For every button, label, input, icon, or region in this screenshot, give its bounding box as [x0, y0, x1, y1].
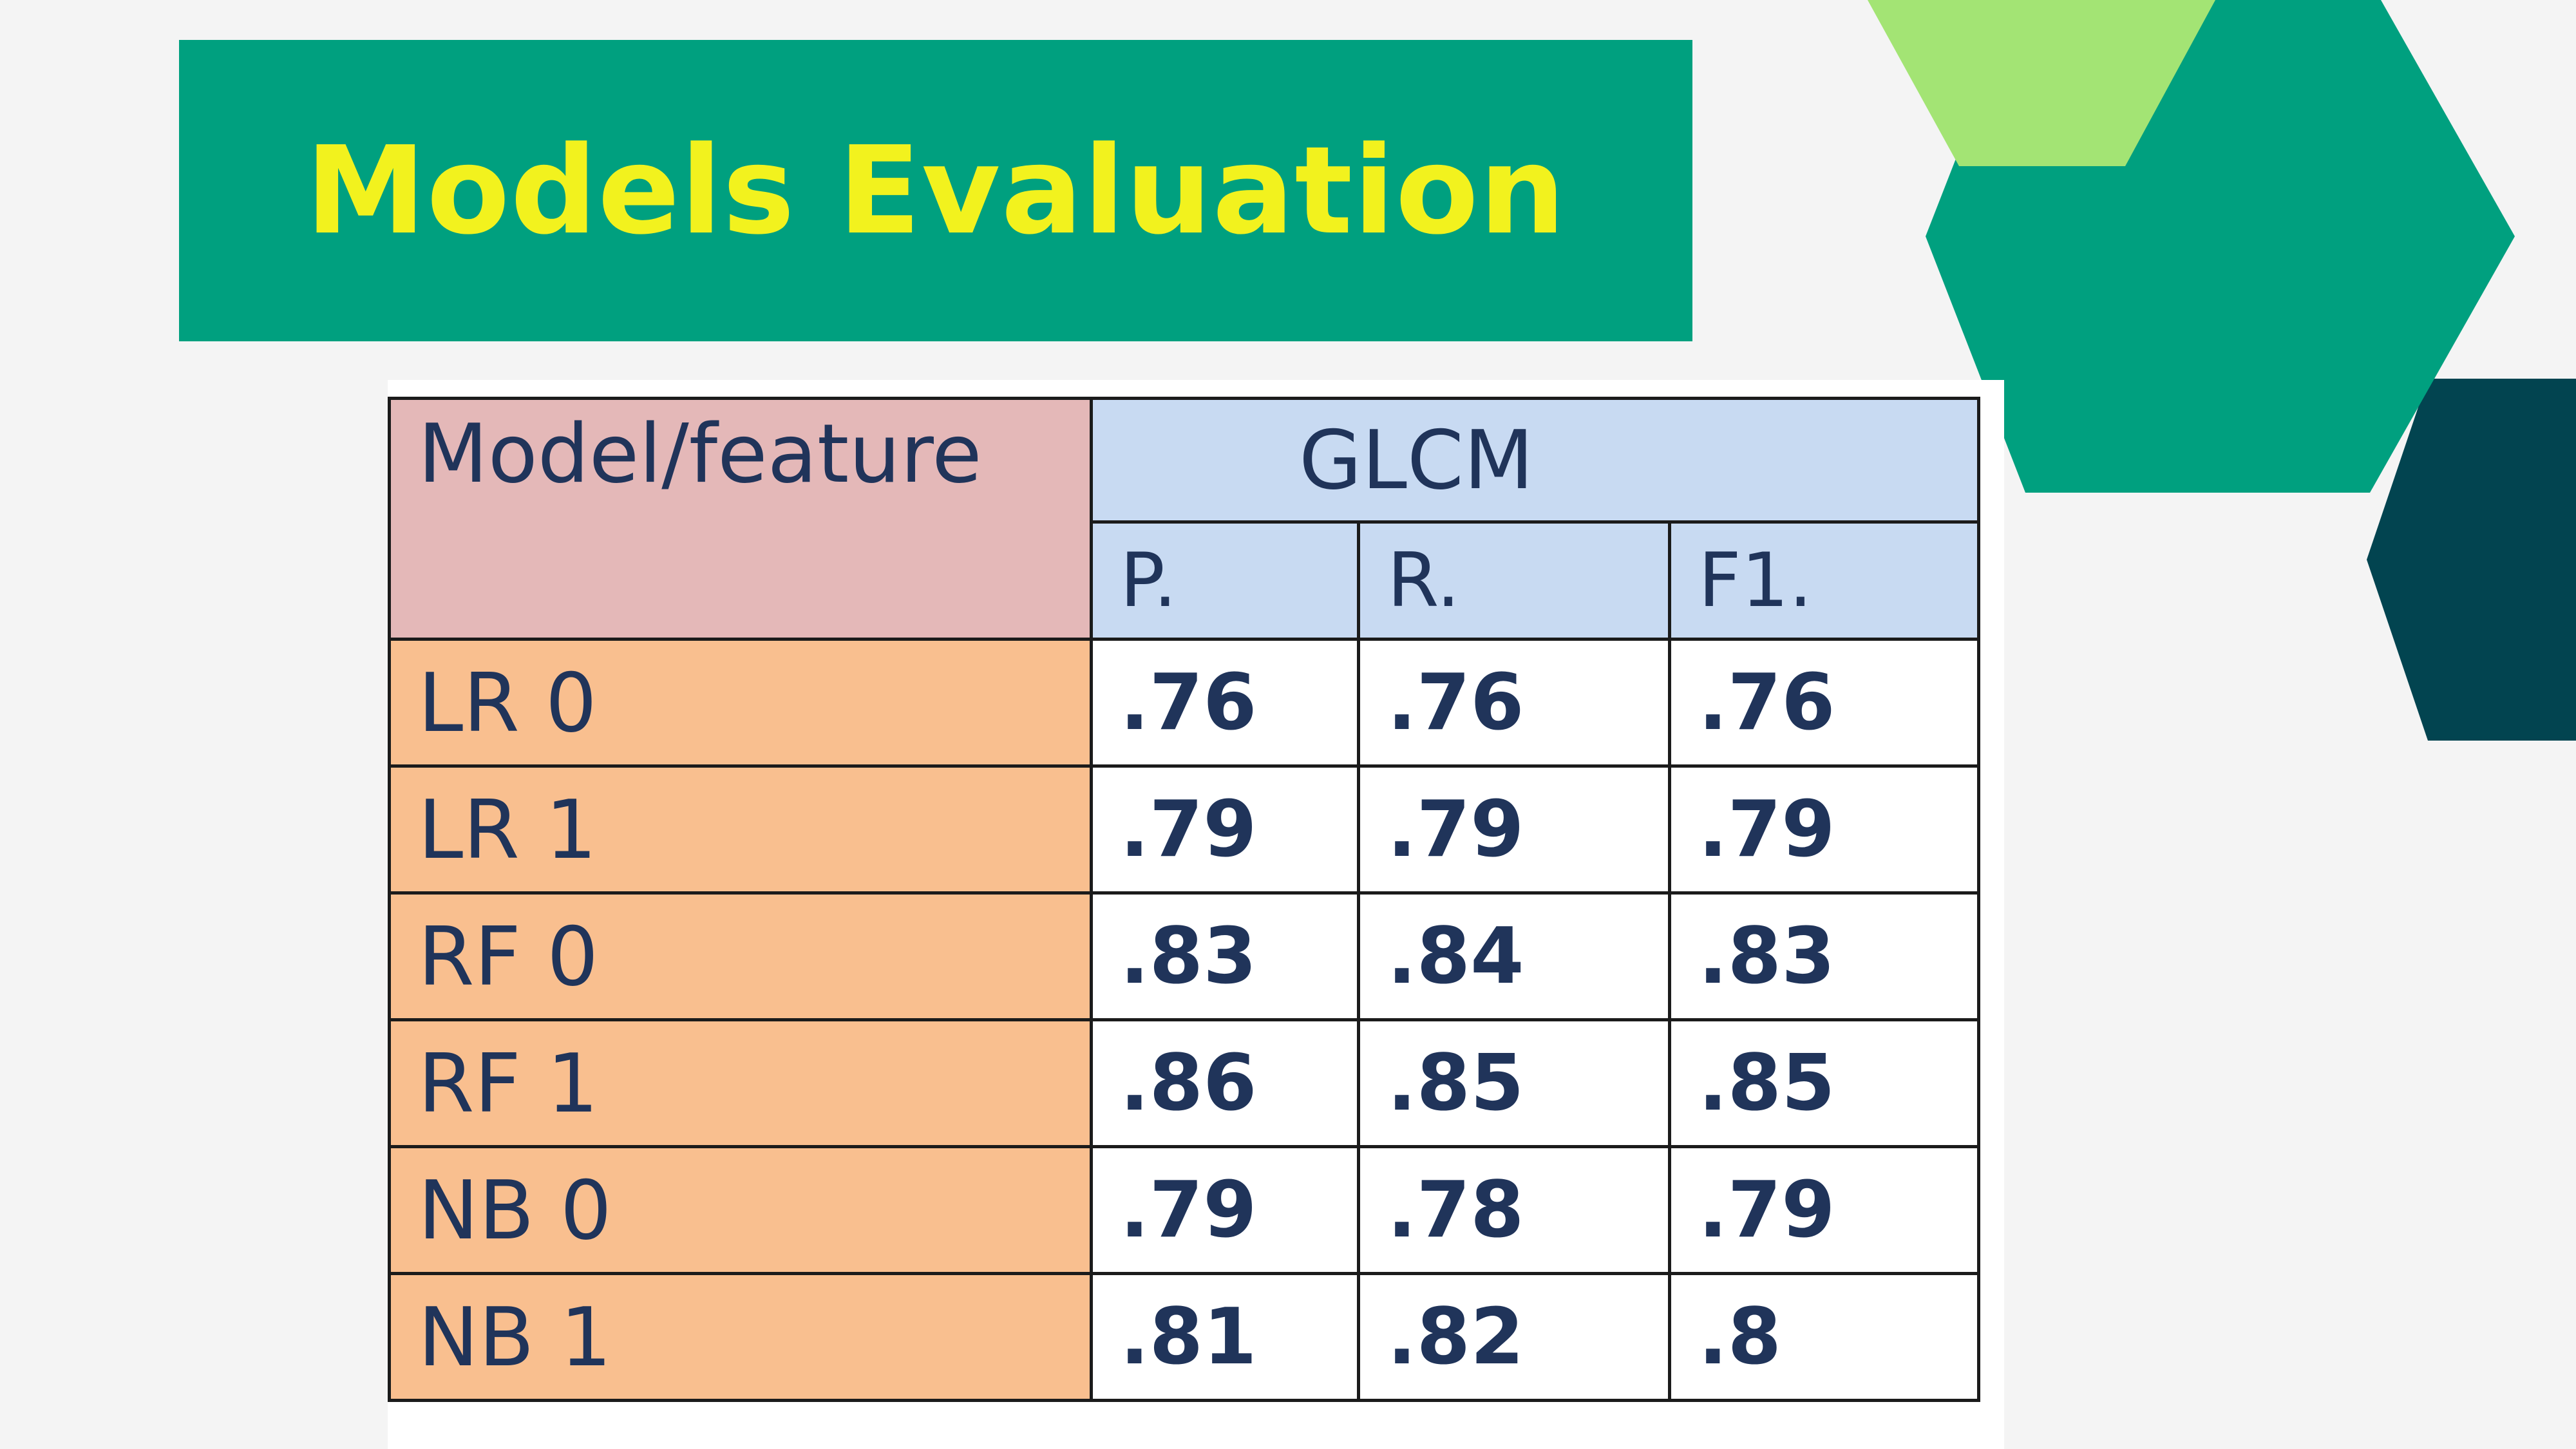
glcm-header: GLCM	[1090, 397, 1980, 524]
metric-header-row: P. R. F1.	[390, 520, 1980, 641]
table-row: NB 0 .79 .78 .79	[388, 1145, 1980, 1275]
table-card: Model/feature GLCM P. R. F1. LR 0 .76 .7…	[388, 380, 2004, 1449]
table-header-row: Model/feature GLCM	[388, 397, 1980, 641]
row-label: LR 1	[388, 764, 1093, 895]
table-row: NB 1 .81 .82 .8	[388, 1272, 1980, 1402]
precision-value: .86	[1090, 1018, 1360, 1148]
row-label: RF 1	[388, 1018, 1093, 1148]
dark-hexagon	[2367, 379, 2576, 741]
precision-value: .83	[1090, 891, 1360, 1021]
metric-header-f1: F1.	[1668, 520, 1980, 641]
recall-value: .85	[1357, 1018, 1671, 1148]
light-green-hexagon	[1868, 0, 2215, 166]
recall-value: .78	[1357, 1145, 1671, 1275]
f1-value: .79	[1668, 764, 1980, 895]
f1-value: .76	[1668, 638, 1980, 768]
f1-value: .85	[1668, 1018, 1980, 1148]
f1-value: .8	[1668, 1272, 1980, 1402]
model-feature-header: Model/feature	[388, 397, 1093, 641]
recall-value: .79	[1357, 764, 1671, 895]
main-green-hexagon	[1926, 0, 2515, 493]
precision-value: .79	[1090, 764, 1360, 895]
row-label: LR 0	[388, 638, 1093, 768]
precision-value: .81	[1090, 1272, 1360, 1402]
row-label: NB 1	[388, 1272, 1093, 1402]
table-row: LR 1 .79 .79 .79	[388, 764, 1980, 895]
table-row: RF 1 .86 .85 .85	[388, 1018, 1980, 1148]
recall-value: .76	[1357, 638, 1671, 768]
f1-value: .83	[1668, 891, 1980, 1021]
table-row: RF 0 .83 .84 .83	[388, 891, 1980, 1021]
precision-value: .76	[1090, 638, 1360, 768]
title-banner: Models Evaluation	[179, 40, 1692, 341]
metric-header-recall: R.	[1357, 520, 1671, 641]
f1-value: .79	[1668, 1145, 1980, 1275]
row-label: NB 0	[388, 1145, 1093, 1275]
recall-value: .84	[1357, 891, 1671, 1021]
precision-value: .79	[1090, 1145, 1360, 1275]
evaluation-table: Model/feature GLCM P. R. F1. LR 0 .76 .7…	[388, 397, 1980, 1402]
row-label: RF 0	[388, 891, 1093, 1021]
metric-header-precision: P.	[1090, 520, 1360, 641]
slide-title: Models Evaluation	[305, 120, 1566, 261]
recall-value: .82	[1357, 1272, 1671, 1402]
table-row: LR 0 .76 .76 .76	[388, 638, 1980, 768]
